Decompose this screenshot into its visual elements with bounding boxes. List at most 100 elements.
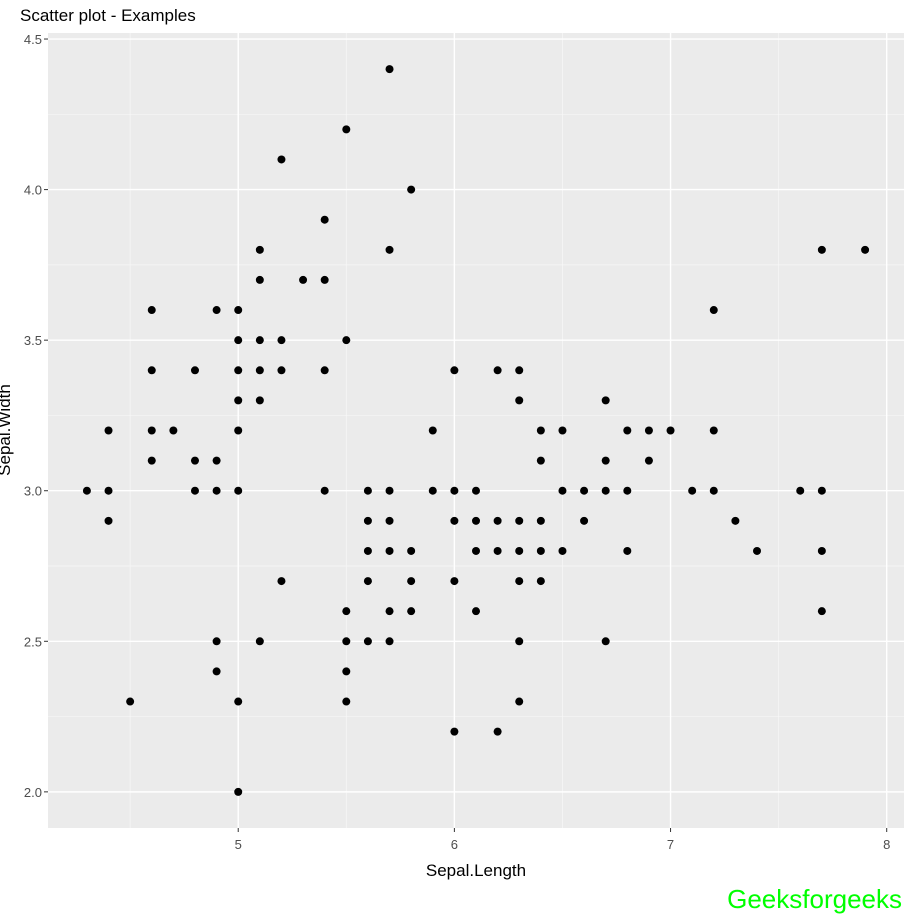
data-point [753,546,762,555]
data-point [407,546,416,555]
data-point [580,516,589,525]
data-point [623,546,632,555]
data-point [190,366,199,375]
data-point [493,516,502,525]
data-point [320,366,329,375]
data-point [817,486,826,495]
data-point [104,516,113,525]
data-point [558,546,567,555]
data-point [212,637,221,646]
y-tick-label: 2.5 [24,634,42,649]
plot-panel [48,33,904,828]
data-point [515,577,524,586]
data-point [255,637,264,646]
x-tick-label: 6 [451,837,458,852]
y-axis: 2.0 2.5 3.0 3.5 4.0 4.5 [24,32,48,800]
data-point [363,486,372,495]
data-point [623,486,632,495]
data-point [644,456,653,465]
data-point [363,516,372,525]
data-point [126,697,135,706]
data-point [385,245,394,254]
data-point [472,546,480,555]
data-point [277,336,286,345]
data-points [82,65,870,796]
y-tick-label: 3.0 [24,484,42,499]
data-point [450,366,459,375]
data-point [320,486,329,495]
data-point [212,486,221,495]
data-point [342,637,351,646]
data-point [580,486,589,495]
data-point [407,577,416,586]
data-point [320,215,329,224]
data-point [709,306,718,315]
chart-title: Scatter plot - Examples [20,6,196,25]
data-point [363,637,372,646]
data-point [472,516,480,525]
data-point [558,426,567,435]
data-point [277,577,286,586]
data-point [817,245,826,254]
data-point [277,366,286,375]
data-point [342,336,351,345]
data-point [688,486,697,495]
data-point [234,396,243,405]
data-point [277,155,286,164]
data-point [234,697,243,706]
data-point [515,396,524,405]
data-point [536,456,545,465]
data-point [428,426,437,435]
data-point [147,366,156,375]
data-point [385,637,394,646]
data-point [558,486,567,495]
data-point [515,516,524,525]
y-axis-title: Sepal.Width [0,384,14,476]
data-point [299,275,308,284]
data-point [104,486,113,495]
x-tick-label: 8 [883,837,890,852]
y-tick-label: 2.0 [24,785,42,800]
data-point [731,516,740,525]
data-point [385,607,394,616]
data-point [472,486,480,495]
data-point [190,456,199,465]
data-point [709,486,718,495]
data-point [342,667,351,676]
data-point [320,275,329,284]
watermark-text: Geeksforgeeks [727,884,902,914]
data-point [234,486,243,495]
data-point [601,486,610,495]
data-point [385,546,394,555]
data-point [82,486,91,495]
data-point [255,396,264,405]
data-point [493,546,502,555]
data-point [255,336,264,345]
data-point [796,486,805,495]
data-point [861,245,870,254]
data-point [363,577,372,586]
data-point [234,336,243,345]
data-point [536,426,545,435]
data-point [817,546,826,555]
data-point [342,607,351,616]
data-point [147,306,156,315]
data-point [169,426,178,435]
data-point [147,456,156,465]
data-point [817,607,826,616]
data-point [623,426,632,435]
x-axis-title: Sepal.Length [426,861,526,880]
data-point [342,697,351,706]
data-point [428,486,437,495]
data-point [190,486,199,495]
data-point [234,787,243,796]
data-point [601,456,610,465]
data-point [234,366,243,375]
y-tick-label: 4.0 [24,183,42,198]
data-point [212,667,221,676]
data-point [601,396,610,405]
data-point [147,426,156,435]
data-point [407,607,416,616]
data-point [536,516,545,525]
data-point [472,607,480,616]
